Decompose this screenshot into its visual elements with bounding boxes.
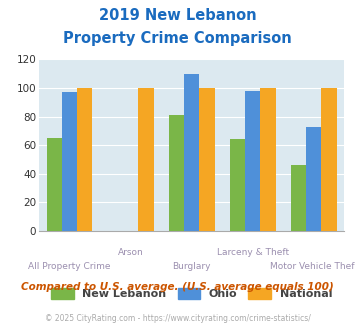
Bar [138, 88, 153, 231]
Bar [47, 138, 62, 231]
Bar [291, 165, 306, 231]
Bar [200, 88, 214, 231]
Text: Compared to U.S. average. (U.S. average equals 100): Compared to U.S. average. (U.S. average … [21, 282, 334, 292]
Bar [77, 88, 92, 231]
Text: Property Crime Comparison: Property Crime Comparison [63, 31, 292, 46]
Bar [322, 88, 337, 231]
Text: © 2025 CityRating.com - https://www.cityrating.com/crime-statistics/: © 2025 CityRating.com - https://www.city… [45, 314, 310, 323]
Bar [230, 140, 245, 231]
Text: Burglary: Burglary [173, 262, 211, 271]
Text: Larceny & Theft: Larceny & Theft [217, 248, 289, 257]
Bar [306, 127, 322, 231]
Bar [261, 88, 275, 231]
Bar [184, 74, 200, 231]
Bar [245, 91, 261, 231]
Legend: New Lebanon, Ohio, National: New Lebanon, Ohio, National [51, 288, 332, 300]
Text: 2019 New Lebanon: 2019 New Lebanon [99, 8, 256, 23]
Bar [62, 92, 77, 231]
Bar [169, 115, 184, 231]
Text: Motor Vehicle Theft: Motor Vehicle Theft [270, 262, 355, 271]
Text: Arson: Arson [118, 248, 143, 257]
Text: All Property Crime: All Property Crime [28, 262, 111, 271]
